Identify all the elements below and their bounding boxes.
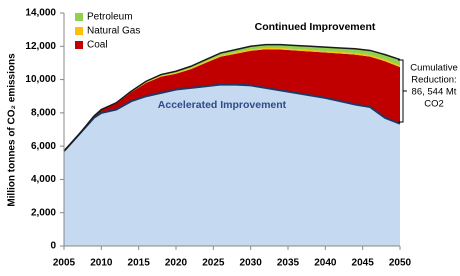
y-tick-label: 0 (50, 241, 56, 252)
y-tick-label: 14,000 (25, 8, 56, 19)
baseline-label: Accelerated Improvement (158, 99, 287, 111)
top-label: Continued Improvement (255, 21, 376, 33)
x-tick-label: 2030 (240, 258, 263, 269)
y-tick-label: 10,000 (25, 74, 56, 85)
legend-label: Coal (87, 40, 108, 51)
area (64, 84, 400, 246)
x-tick-label: 2050 (389, 258, 412, 269)
y-tick-label: 2,000 (31, 207, 56, 218)
reduction-label: Cumulative (410, 63, 458, 74)
reduction-label: CO2 (424, 99, 444, 110)
x-tick-label: 2040 (314, 258, 337, 269)
x-tick-label: 2025 (202, 258, 225, 269)
reduction-label: Reduction: (411, 75, 456, 86)
line (63, 83, 401, 152)
legend-swatch (75, 41, 83, 49)
x-tick-label: 2010 (90, 258, 113, 269)
x-tick-label: 2045 (352, 258, 375, 269)
x-tick-label: 2020 (165, 258, 188, 269)
bracket (398, 59, 407, 123)
x-tick-label: 2005 (53, 258, 76, 269)
reduction-label: 86, 544 Mt (412, 87, 457, 98)
y-tick-label: 6,000 (31, 141, 56, 152)
legend-label: Petroleum (87, 12, 133, 23)
x-tick-label: 2035 (277, 258, 300, 269)
line (63, 43, 401, 152)
y-tick-label: 4,000 (31, 174, 56, 185)
legend-label: Natural Gas (87, 26, 140, 37)
plot: 0 2,000 4,000 6,000 8,000 10,000 12,000 14,000 2… (25, 8, 411, 269)
x-tick-label: 2015 (128, 258, 151, 269)
legend-swatch (75, 13, 83, 21)
y-tick-label: 12,000 (25, 41, 56, 52)
y-tick-label: 8,000 (31, 107, 56, 118)
area (64, 49, 400, 152)
y-axis-label: Million tonnes of CO₂ emissions (7, 53, 18, 207)
legend-swatch (75, 27, 83, 35)
